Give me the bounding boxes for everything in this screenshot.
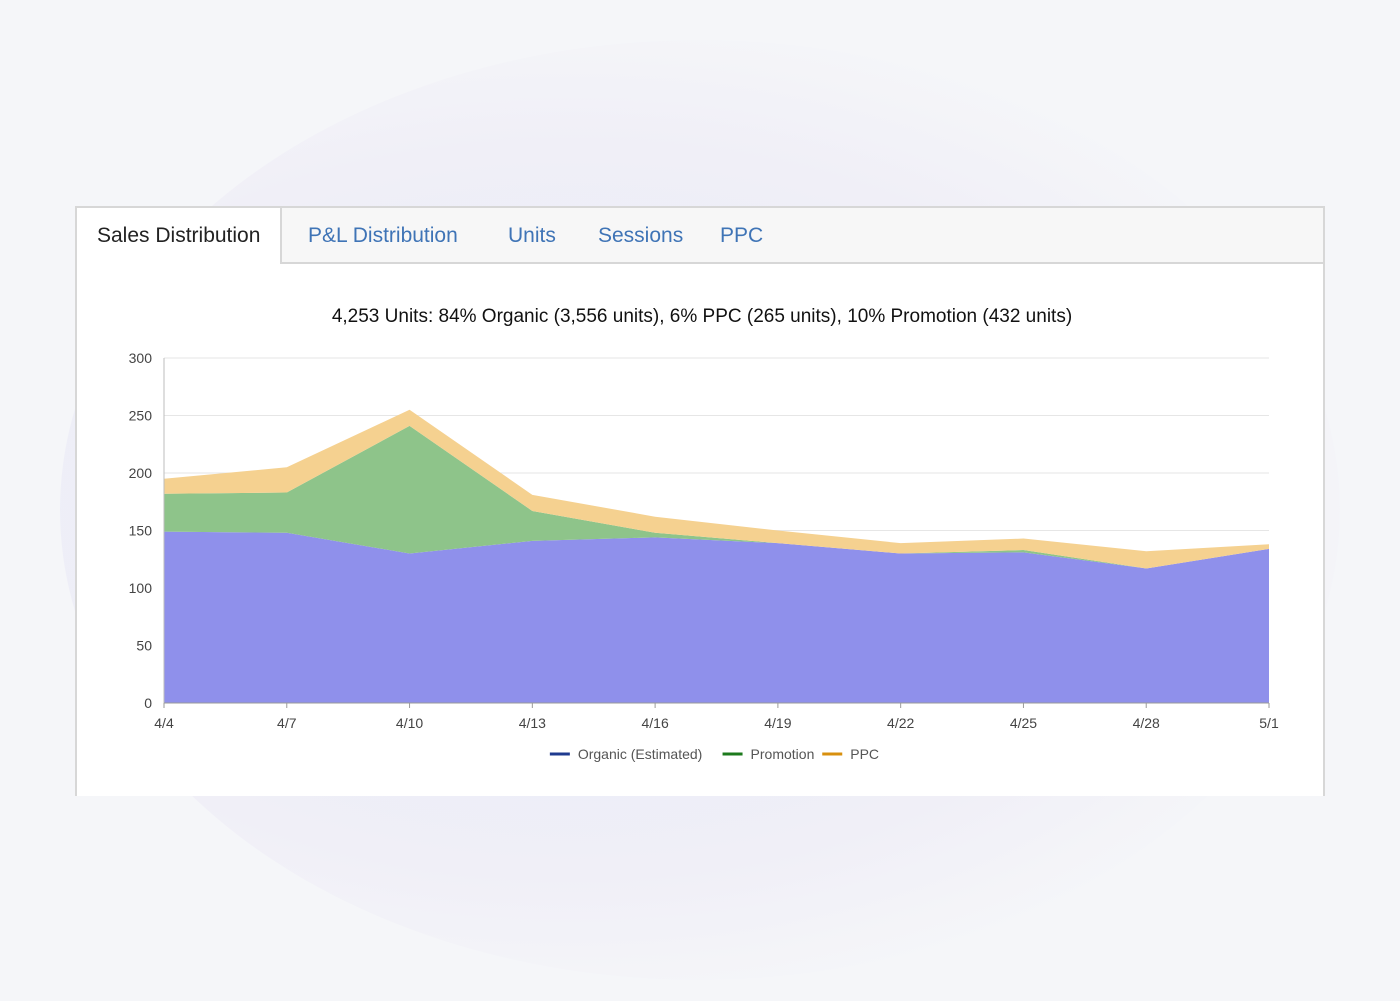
area-organic-estimated	[164, 531, 1269, 703]
area-promotion	[164, 425, 1269, 569]
chart-panel: Sales Distribution P&L Distribution Unit…	[75, 206, 1325, 796]
tab-ppc[interactable]: PPC	[720, 224, 764, 247]
y-tick-label: 100	[129, 580, 153, 596]
chart-title: 4,253 Units: 84% Organic (3,556 units), …	[332, 306, 1072, 327]
y-tick-label: 200	[129, 465, 153, 481]
x-tick-label: 4/25	[1010, 715, 1037, 731]
x-tick-label: 4/7	[277, 715, 297, 731]
stacked-area-chart: 4,253 Units: 84% Organic (3,556 units), …	[129, 306, 1279, 762]
chart-area: 4,253 Units: 84% Organic (3,556 units), …	[77, 262, 1323, 796]
x-tick-label: 4/4	[154, 715, 174, 731]
legend: Organic (Estimated) Promotion PPC	[549, 746, 879, 762]
tab-bar: Sales Distribution P&L Distribution Unit…	[77, 208, 1323, 264]
x-tick-label: 4/22	[887, 715, 914, 731]
legend-label: Organic (Estimated)	[578, 746, 702, 762]
x-tick-label: 4/10	[396, 715, 423, 731]
x-tick-label: 4/28	[1133, 715, 1160, 731]
legend-label: PPC	[850, 746, 879, 762]
tab-units[interactable]: Units	[508, 224, 556, 247]
x-tick-label: 4/16	[641, 715, 668, 731]
x-tick-label: 4/13	[519, 715, 546, 731]
legend-label: Promotion	[751, 746, 815, 762]
tab-sales-distribution[interactable]: Sales Distribution	[77, 208, 283, 264]
y-tick-label: 150	[129, 523, 153, 539]
area-ppc	[164, 409, 1269, 569]
tab-pl-distribution[interactable]: P&L Distribution	[308, 224, 458, 247]
y-tick-label: 300	[129, 350, 153, 366]
y-tick-label: 0	[144, 695, 152, 711]
x-tick-label: 4/19	[764, 715, 791, 731]
y-tick-label: 50	[136, 638, 152, 654]
area-series	[164, 409, 1269, 703]
y-tick-label: 250	[129, 408, 153, 424]
axes: 0 50 100 150 200 250 300 4/4 4/7 4/10 4/13 4/16 4/19…	[129, 350, 1279, 731]
tab-sessions[interactable]: Sessions	[598, 224, 684, 247]
x-tick-label: 5/1	[1259, 715, 1279, 731]
